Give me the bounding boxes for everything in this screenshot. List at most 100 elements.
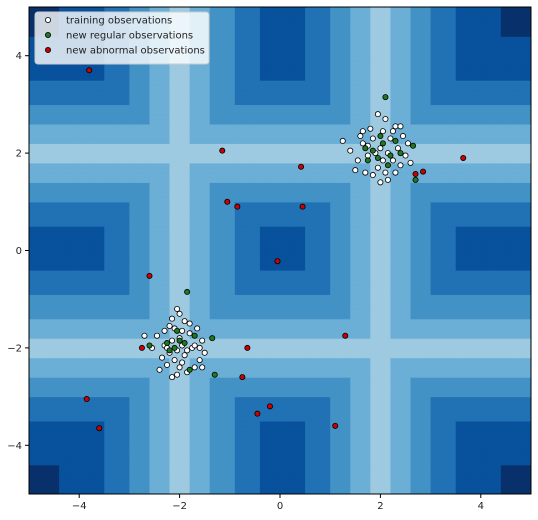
contour-cell — [224, 45, 231, 52]
contour-cell — [194, 114, 201, 120]
contour-cell — [109, 357, 115, 364]
contour-cell — [189, 304, 196, 310]
contour-cell — [34, 474, 40, 480]
contour-cell — [164, 430, 171, 437]
contour-cell — [69, 289, 75, 295]
contour-cell — [74, 89, 80, 96]
contour-cell — [109, 255, 115, 261]
contour-cell — [194, 84, 201, 91]
contour-cell — [259, 41, 266, 47]
contour-cell — [174, 333, 181, 339]
contour-cell — [264, 94, 271, 101]
contour-cell — [214, 231, 221, 237]
contour-cell — [149, 401, 156, 407]
contour-cell — [194, 119, 201, 125]
contour-cell — [179, 411, 186, 417]
contour-cell — [159, 240, 166, 247]
contour-cell — [239, 338, 246, 344]
contour-cell — [99, 411, 105, 417]
contour-cell — [199, 289, 206, 295]
contour-cell — [229, 313, 236, 320]
contour-cell — [224, 367, 231, 373]
contour-cell — [54, 396, 60, 403]
contour-cell — [264, 196, 271, 203]
contour-cell — [54, 157, 60, 164]
contour-cell — [254, 255, 261, 261]
contour-cell — [269, 425, 276, 432]
contour-cell — [144, 109, 151, 115]
contour-cell — [264, 304, 271, 310]
contour-cell — [199, 138, 206, 144]
contour-cell — [219, 304, 226, 310]
contour-cell — [204, 255, 211, 261]
contour-cell — [129, 7, 136, 13]
contour-cell — [214, 308, 221, 315]
contour-cell — [269, 216, 276, 222]
contour-cell — [199, 119, 206, 125]
contour-cell — [229, 469, 236, 476]
contour-cell — [164, 211, 171, 218]
contour-cell — [84, 484, 90, 490]
contour-cell — [249, 231, 256, 237]
contour-cell — [219, 109, 226, 115]
contour-cell — [49, 187, 55, 193]
contour-cell — [219, 177, 226, 183]
contour-cell — [249, 16, 256, 23]
contour-cell — [59, 386, 65, 393]
contour-cell — [229, 479, 236, 485]
contour-cell — [39, 396, 45, 403]
contour-cell — [224, 138, 231, 144]
contour-cell — [129, 279, 136, 286]
contour-cell — [219, 391, 226, 398]
contour-cell — [274, 318, 281, 325]
contour-cell — [99, 172, 105, 179]
contour-cell — [139, 289, 146, 295]
contour-cell — [244, 99, 251, 105]
contour-cell — [64, 352, 70, 359]
contour-cell — [229, 260, 236, 266]
contour-cell — [39, 299, 45, 305]
contour-cell — [169, 274, 176, 281]
contour-cell — [199, 211, 206, 218]
contour-cell — [134, 187, 141, 193]
contour-cell — [229, 318, 236, 325]
contour-cell — [204, 459, 211, 466]
contour-cell — [249, 255, 256, 261]
contour-cell — [234, 50, 241, 57]
contour-cell — [79, 308, 85, 315]
contour-cell — [234, 406, 241, 412]
contour-cell — [59, 352, 65, 359]
contour-cell — [229, 411, 236, 417]
contour-cell — [229, 357, 236, 364]
contour-cell — [109, 109, 115, 115]
contour-cell — [49, 347, 55, 354]
contour-cell — [114, 148, 120, 154]
contour-cell — [189, 7, 196, 13]
contour-cell — [219, 167, 226, 174]
contour-cell — [69, 484, 75, 490]
contour-cell — [209, 343, 216, 349]
contour-cell — [124, 196, 130, 203]
contour-cell — [269, 294, 276, 300]
contour-cell — [184, 357, 191, 364]
contour-cell — [174, 255, 181, 261]
contour-cell — [274, 362, 281, 368]
contour-cell — [89, 323, 95, 330]
contour-cell — [259, 216, 266, 222]
contour-cell — [104, 479, 110, 485]
contour-cell — [169, 162, 176, 169]
contour-cell — [79, 245, 85, 252]
contour-cell — [204, 269, 211, 276]
contour-cell — [269, 172, 276, 179]
contour-cell — [44, 308, 50, 315]
contour-cell — [254, 450, 261, 456]
contour-cell — [209, 221, 216, 227]
contour-cell — [69, 347, 75, 354]
contour-cell — [74, 133, 80, 140]
contour-cell — [104, 182, 110, 188]
contour-cell — [234, 450, 241, 456]
contour-cell — [114, 196, 120, 203]
contour-cell — [44, 440, 50, 446]
contour-cell — [104, 440, 110, 446]
contour-cell — [264, 338, 271, 344]
